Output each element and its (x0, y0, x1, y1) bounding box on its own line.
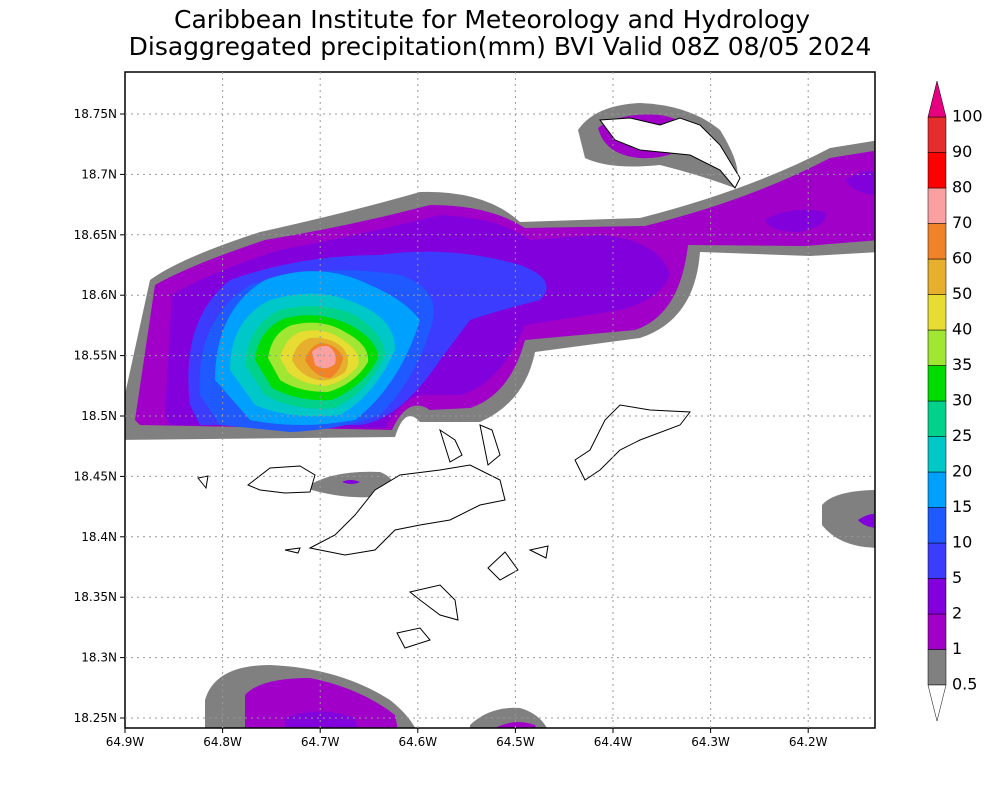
colorbar-segment (927, 187, 947, 224)
colorbar-segment (927, 400, 947, 437)
lat-label: 18.5N (81, 409, 117, 423)
lon-label: 64.7W (301, 735, 340, 749)
colorbar-label: 20 (952, 462, 972, 481)
colorbar-label: 100 (952, 107, 983, 126)
lon-label: 64.4W (594, 735, 633, 749)
islands (197, 117, 741, 649)
colorbar-segment (927, 152, 947, 189)
colorbar-segment (927, 329, 947, 366)
lat-label: 18.3N (81, 651, 117, 665)
colorbar-label: 35 (952, 355, 972, 374)
colorbar-segment (927, 649, 947, 686)
colorbar-segment (927, 578, 947, 615)
colorbar-segment (927, 365, 947, 402)
colorbar-segment (927, 223, 947, 260)
colorbar-under (927, 684, 947, 722)
map-frame (124, 71, 876, 729)
lat-label: 18.25N (74, 711, 117, 725)
colorbar-segment (927, 471, 947, 508)
colorbar-segment (927, 507, 947, 544)
colorbar-label: 60 (952, 249, 972, 268)
title-line-1: Caribbean Institute for Meteorology and … (174, 5, 810, 34)
lon-label: 64.9W (106, 735, 145, 749)
colorbar-label: 30 (952, 391, 972, 410)
colorbar-label: 90 (952, 142, 972, 161)
colorbar-label: 70 (952, 213, 972, 232)
precip-field (125, 103, 875, 728)
colorbar-label: 80 (952, 178, 972, 197)
colorbar-segment (927, 258, 947, 295)
colorbar-label: 1 (952, 639, 962, 658)
colorbar-label: 25 (952, 426, 972, 445)
lat-label: 18.65N (74, 228, 117, 242)
colorbar-label: 0.5 (952, 675, 977, 694)
colorbar-label: 10 (952, 533, 972, 552)
colorbar-label: 5 (952, 568, 962, 587)
axes: 18.75N 18.7N 18.65N 18.6N 18.55N 18.5N 18.45N 1… (74, 72, 875, 749)
title-line-2: Disaggregated precipitation(mm) BVI Vali… (129, 32, 872, 61)
lon-label: 64.6W (399, 735, 438, 749)
colorbar-segment (927, 116, 947, 153)
lat-label: 18.7N (81, 167, 117, 181)
lon-label: 64.8W (203, 735, 242, 749)
lon-label: 64.3W (691, 735, 730, 749)
lon-label: 64.2W (789, 735, 828, 749)
colorbar-label: 2 (952, 604, 962, 623)
colorbar-segment (927, 613, 947, 650)
lat-label: 18.55N (74, 349, 117, 363)
colorbar-segment (927, 542, 947, 579)
lat-label: 18.35N (74, 590, 117, 604)
colorbar-segment (927, 436, 947, 473)
colorbar-label: 40 (952, 320, 972, 339)
colorbar-over (927, 80, 947, 118)
lat-label: 18.6N (81, 288, 117, 302)
colorbar-segment (927, 294, 947, 331)
lon-label: 64.5W (496, 735, 535, 749)
lat-label: 18.45N (74, 469, 117, 483)
colorbar-label: 15 (952, 497, 972, 516)
colorbar-label: 50 (952, 284, 972, 303)
lat-label: 18.75N (74, 107, 117, 121)
lat-label: 18.4N (81, 530, 117, 544)
